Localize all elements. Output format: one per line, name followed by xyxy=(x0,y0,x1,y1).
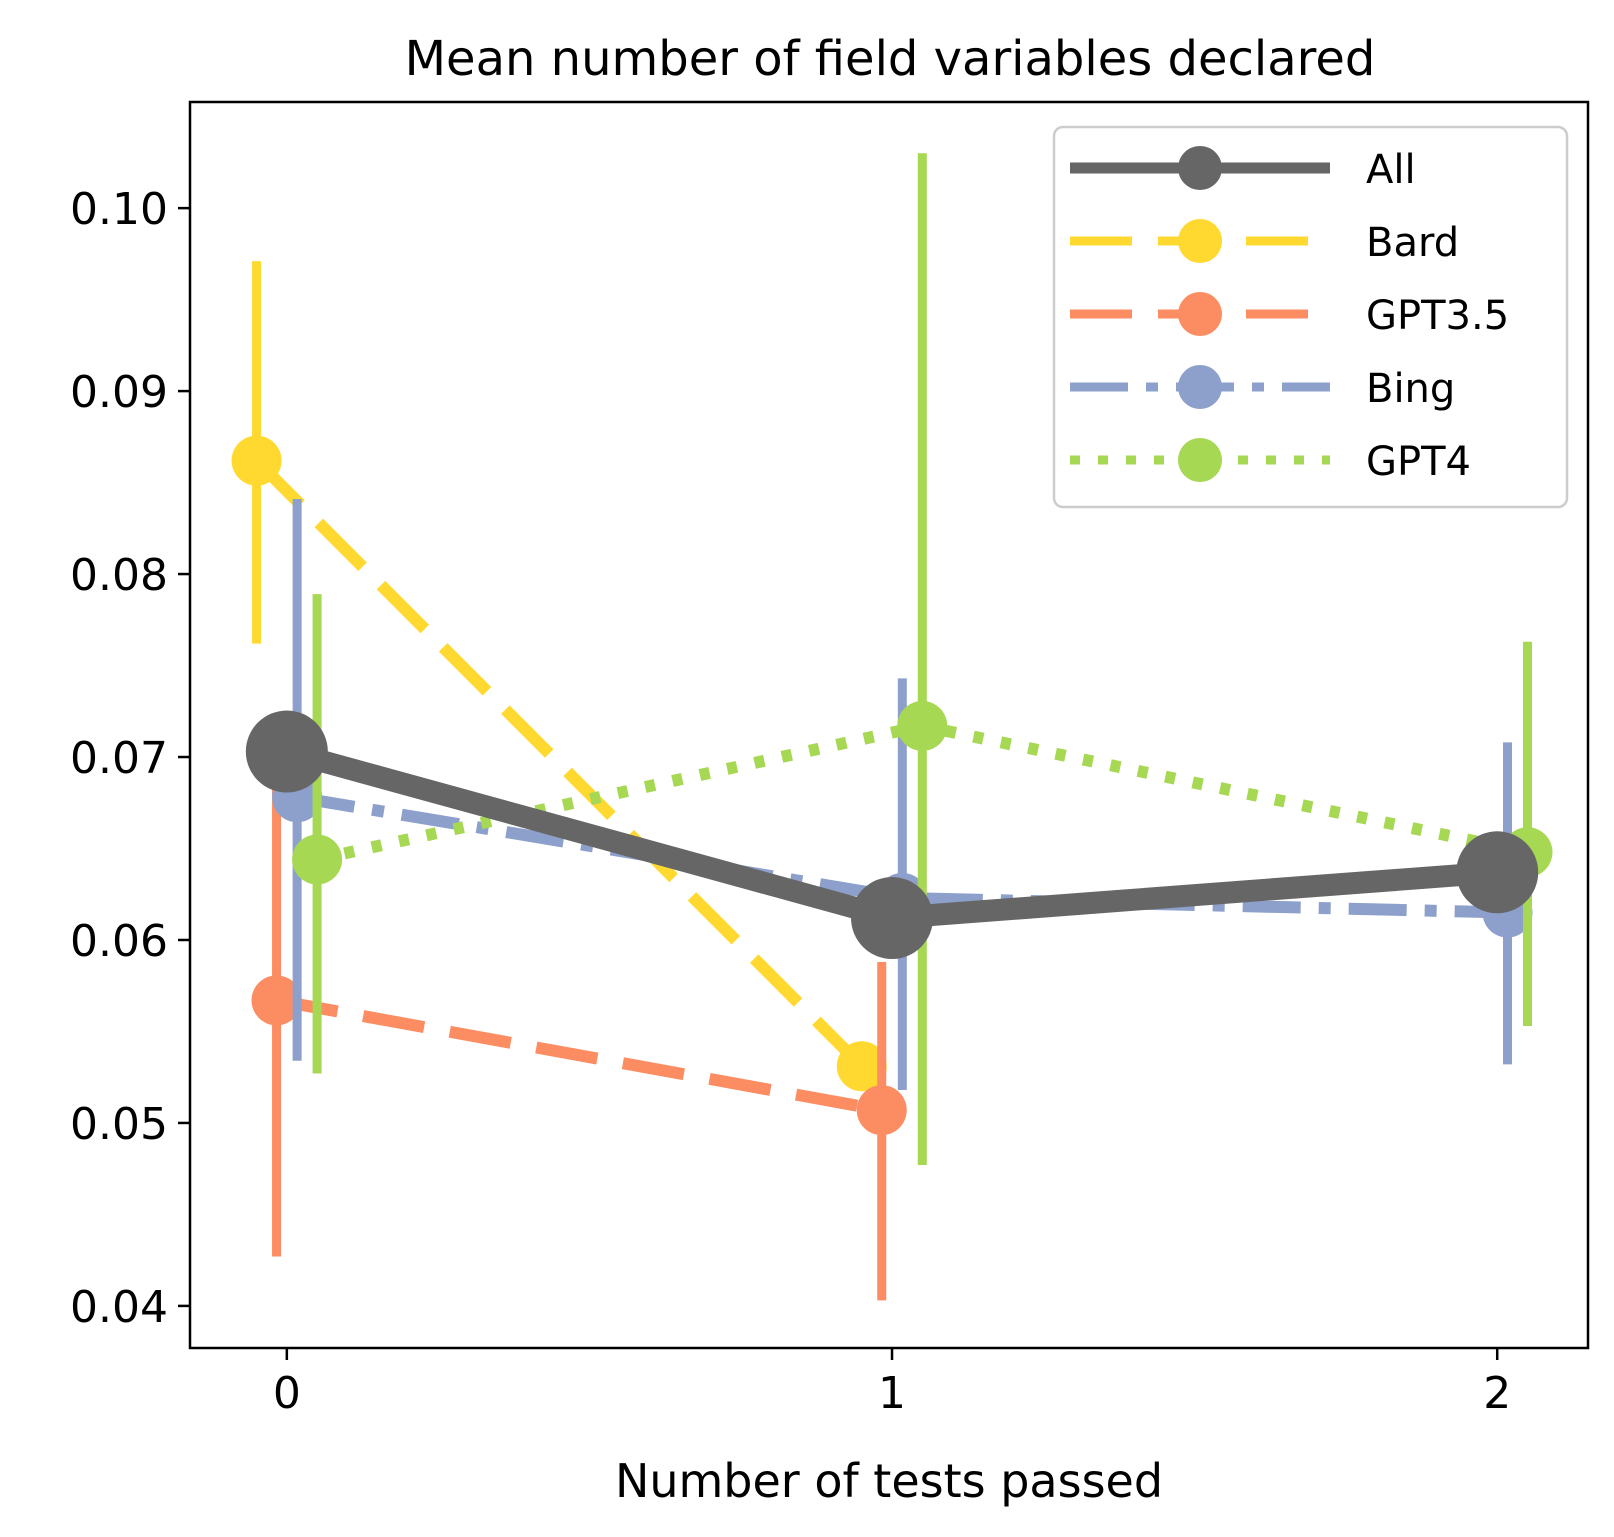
legend-marker-bing xyxy=(1178,365,1222,409)
legend-label-bard: Bard xyxy=(1366,220,1459,266)
plot-frame xyxy=(188,100,1590,1350)
chart-title: Mean number of field variables declared xyxy=(405,31,1376,87)
y-tick-label: 0.10 xyxy=(70,184,168,235)
y-tick-label: 0.07 xyxy=(70,733,168,784)
y-tick-label: 0.06 xyxy=(70,916,168,967)
legend: All Bard GPT3.5 Bing GPT4 xyxy=(1052,125,1569,509)
data-point-gpt35 xyxy=(856,1085,907,1136)
data-point-gpt4 xyxy=(897,700,948,751)
x-axis-label: Number of tests passed xyxy=(615,1454,1163,1508)
data-point-bard xyxy=(836,1041,887,1092)
y-tick-label: 0.08 xyxy=(70,550,168,601)
series-line-gpt35 xyxy=(275,994,883,1117)
legend-marker-gpt4 xyxy=(1178,438,1222,482)
legend-marker-bard xyxy=(1178,219,1222,263)
x-axis: 0 1 2 xyxy=(273,1348,1511,1419)
legend-marker-all xyxy=(1178,146,1222,190)
y-tick-label: 0.09 xyxy=(70,367,168,418)
series-all xyxy=(245,710,1539,960)
data-point-gpt35 xyxy=(251,975,302,1026)
legend-label-bing: Bing xyxy=(1366,366,1455,412)
legend-label-all: All xyxy=(1366,147,1416,193)
x-tick-label: 2 xyxy=(1483,1368,1511,1419)
data-point-all xyxy=(1456,831,1539,914)
legend-label-gpt4: GPT4 xyxy=(1366,439,1471,485)
legend-label-gpt35: GPT3.5 xyxy=(1366,293,1509,339)
data-point-bard xyxy=(231,435,282,486)
y-axis: 0.04 0.05 0.06 0.07 0.08 0.09 0.10 xyxy=(70,184,190,1333)
x-tick-label: 0 xyxy=(273,1368,301,1419)
y-tick-label: 0.05 xyxy=(70,1099,168,1150)
data-point-all xyxy=(851,877,934,960)
series-bard xyxy=(231,261,887,1092)
series-line-bard xyxy=(252,456,867,1071)
y-tick-label: 0.04 xyxy=(70,1282,168,1333)
data-point-all xyxy=(245,710,328,793)
series-gpt35 xyxy=(251,751,907,1301)
x-tick-label: 1 xyxy=(878,1368,906,1419)
legend-box xyxy=(1052,125,1569,509)
legend-marker-gpt35 xyxy=(1178,292,1222,336)
plot-area xyxy=(231,153,1553,1301)
data-point-gpt4 xyxy=(292,834,343,885)
